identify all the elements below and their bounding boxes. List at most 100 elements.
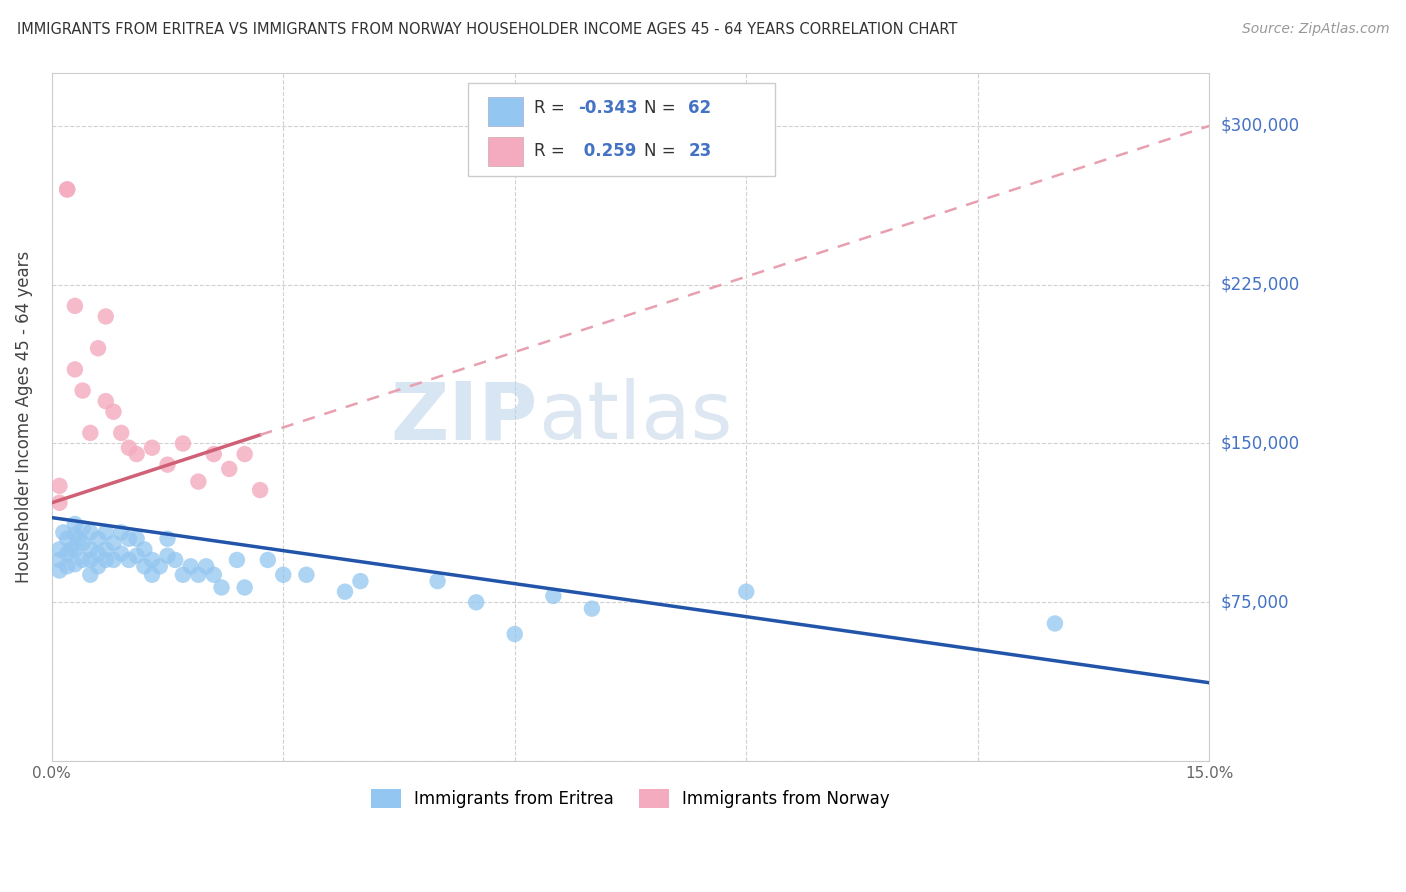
Point — [94, 525, 117, 540]
Point — [233, 447, 256, 461]
Point — [172, 567, 194, 582]
Point — [211, 581, 233, 595]
Point — [103, 405, 125, 419]
Text: R =: R = — [534, 142, 571, 161]
Point — [187, 475, 209, 489]
Text: $75,000: $75,000 — [1220, 593, 1289, 611]
Point — [187, 567, 209, 582]
Text: $225,000: $225,000 — [1220, 276, 1299, 293]
FancyBboxPatch shape — [488, 97, 523, 127]
Point — [63, 516, 86, 531]
Point — [125, 549, 148, 563]
Point — [249, 483, 271, 497]
Text: Source: ZipAtlas.com: Source: ZipAtlas.com — [1241, 22, 1389, 37]
Point — [735, 584, 758, 599]
Point — [87, 559, 110, 574]
Point — [226, 553, 249, 567]
Point — [56, 547, 79, 561]
Point — [295, 567, 318, 582]
Text: 62: 62 — [689, 99, 711, 117]
Point — [141, 567, 163, 582]
Point — [94, 310, 117, 324]
Point — [79, 425, 101, 440]
Point — [149, 559, 172, 574]
FancyBboxPatch shape — [488, 137, 523, 166]
Point — [256, 553, 278, 567]
Point — [271, 567, 294, 582]
Point — [333, 584, 356, 599]
Point — [94, 542, 117, 557]
Point — [156, 549, 179, 563]
Text: 23: 23 — [689, 142, 711, 161]
Point — [56, 532, 79, 546]
Point — [465, 595, 488, 609]
Text: $150,000: $150,000 — [1220, 434, 1299, 452]
Point — [79, 525, 101, 540]
Point — [426, 574, 449, 588]
Point — [118, 441, 141, 455]
Point — [79, 567, 101, 582]
Point — [63, 542, 86, 557]
Point — [56, 182, 79, 196]
Point — [581, 601, 603, 615]
Point — [141, 553, 163, 567]
Point — [87, 547, 110, 561]
Point — [72, 384, 94, 398]
Point — [202, 447, 225, 461]
Text: -0.343: -0.343 — [578, 99, 638, 117]
FancyBboxPatch shape — [468, 83, 775, 177]
Point — [202, 567, 225, 582]
Point — [48, 542, 70, 557]
Point — [141, 441, 163, 455]
Point — [79, 553, 101, 567]
Point — [52, 525, 75, 540]
Point — [103, 536, 125, 550]
Point — [63, 362, 86, 376]
Point — [503, 627, 526, 641]
Point — [195, 559, 218, 574]
Point — [134, 559, 156, 574]
Point — [110, 525, 132, 540]
Point — [56, 182, 79, 196]
Text: 0.259: 0.259 — [578, 142, 637, 161]
Point — [172, 436, 194, 450]
Point — [125, 532, 148, 546]
Text: N =: N = — [644, 142, 682, 161]
Text: ZIP: ZIP — [391, 378, 538, 456]
Text: N =: N = — [644, 99, 682, 117]
Text: $300,000: $300,000 — [1220, 117, 1299, 135]
Point — [110, 425, 132, 440]
Point — [94, 553, 117, 567]
Point — [134, 542, 156, 557]
Point — [156, 458, 179, 472]
Point — [72, 553, 94, 567]
Point — [87, 341, 110, 355]
Point — [103, 553, 125, 567]
Point — [110, 547, 132, 561]
Point — [233, 581, 256, 595]
Point — [349, 574, 371, 588]
Point — [48, 496, 70, 510]
Point — [1043, 616, 1066, 631]
Point — [87, 532, 110, 546]
Point — [79, 542, 101, 557]
Point — [180, 559, 202, 574]
Point — [118, 532, 141, 546]
Point — [63, 299, 86, 313]
Point — [48, 479, 70, 493]
Point — [72, 521, 94, 535]
Point — [48, 564, 70, 578]
Point — [63, 557, 86, 571]
Legend: Immigrants from Eritrea, Immigrants from Norway: Immigrants from Eritrea, Immigrants from… — [364, 782, 897, 814]
Point — [165, 553, 187, 567]
Point — [543, 589, 565, 603]
Y-axis label: Householder Income Ages 45 - 64 years: Householder Income Ages 45 - 64 years — [15, 251, 32, 583]
Point — [94, 394, 117, 409]
Point — [48, 553, 70, 567]
Point — [125, 447, 148, 461]
Point — [63, 527, 86, 541]
Point — [118, 553, 141, 567]
Point — [67, 532, 90, 546]
Point — [60, 542, 83, 557]
Text: atlas: atlas — [538, 378, 733, 456]
